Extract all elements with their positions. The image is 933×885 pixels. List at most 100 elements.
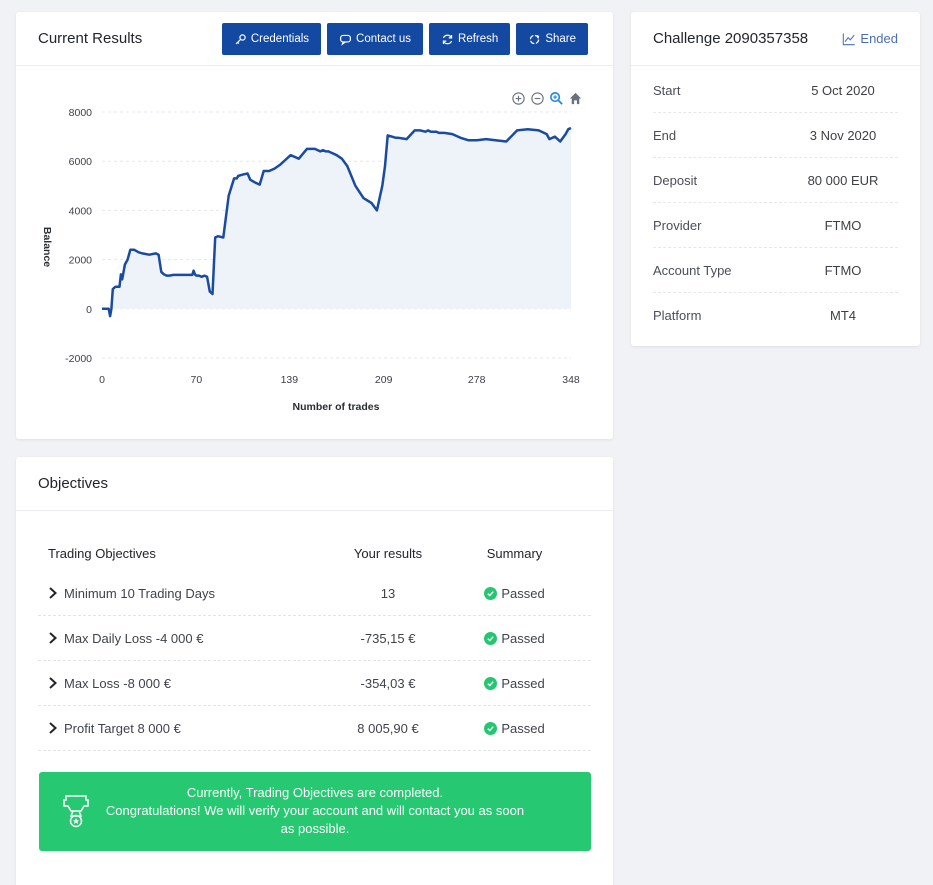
banner-line-3: as possible. <box>280 821 350 836</box>
chevron-right-icon[interactable] <box>48 587 58 599</box>
challenge-details: Start 5 Oct 2020 End 3 Nov 2020 Deposit 80 … <box>631 68 920 338</box>
objective-name: Max Daily Loss -4 000 € <box>64 630 204 646</box>
objectives-header: Objectives <box>16 457 613 511</box>
challenge-card: Challenge 2090357358 Ended Start 5 Oct 20… <box>631 12 920 346</box>
zoom-out-icon[interactable] <box>530 91 545 106</box>
status-label: Ended <box>860 31 898 46</box>
objective-name: Minimum 10 Trading Days <box>64 585 215 601</box>
x-tick-label: 139 <box>281 374 299 386</box>
trophy-icon <box>63 795 89 828</box>
x-tick-label: 70 <box>190 374 202 386</box>
objective-summary: Passed <box>501 675 545 691</box>
y-tick-label: 2000 <box>69 255 93 267</box>
table-row[interactable]: Max Daily Loss -4 000 € -735,15 € Passed <box>38 616 591 661</box>
x-axis-ticks: 0 70 139 209 278 348 <box>99 374 580 386</box>
detail-row-deposit: Deposit 80 000 EUR <box>653 158 898 203</box>
share-icon <box>530 34 540 44</box>
y-tick-label: 6000 <box>69 156 93 168</box>
objectives-card: Objectives Trading Objectives Your resul… <box>16 457 613 885</box>
table-row[interactable]: Profit Target 8 000 € 8 005,90 € Passed <box>38 706 591 751</box>
balance-line <box>102 126 572 318</box>
objective-result: 8 005,90 € <box>357 720 419 736</box>
chart-toolbar <box>511 91 583 106</box>
share-button[interactable]: Share <box>516 23 588 55</box>
objective-result: 13 <box>380 585 396 601</box>
balance-area <box>102 128 571 317</box>
detail-label: Account Type <box>653 262 732 278</box>
detail-row-start: Start 5 Oct 2020 <box>653 68 898 113</box>
x-tick-label: 348 <box>562 374 580 386</box>
credentials-button[interactable]: Credentials <box>221 23 322 55</box>
objective-summary: Passed <box>501 630 545 646</box>
table-row[interactable]: Minimum 10 Trading Days 13 Passed <box>38 571 591 616</box>
challenge-title: Challenge 2090357358 <box>653 30 809 47</box>
balance-chart: 8000 6000 4000 2000 0 -2000 0 70 139 209 278 348 B… <box>41 107 580 413</box>
key-icon <box>235 33 246 44</box>
header-objective: Trading Objectives <box>48 545 156 561</box>
detail-value: MT4 <box>830 308 856 323</box>
share-label: Share <box>545 33 576 45</box>
banner-line-1: Currently, Trading Objectives are comple… <box>186 785 444 800</box>
banner-line-2: Congratulations! We will verify your acc… <box>105 803 525 818</box>
objective-summary: Passed <box>501 585 545 601</box>
status-badge: Ended <box>842 31 898 46</box>
check-circle-icon <box>484 676 498 690</box>
refresh-label: Refresh <box>458 33 499 45</box>
chevron-right-icon[interactable] <box>48 632 58 644</box>
zoom-in-icon[interactable] <box>511 91 526 106</box>
x-tick-label: 278 <box>468 374 486 386</box>
detail-label: Start <box>653 82 681 98</box>
challenge-header: Challenge 2090357358 <box>631 12 920 66</box>
refresh-button[interactable]: Refresh <box>429 23 511 55</box>
detail-value: 3 Nov 2020 <box>809 127 877 143</box>
x-tick-label: 209 <box>375 374 393 386</box>
detail-label: Deposit <box>653 172 698 188</box>
objective-result: -354,03 € <box>360 675 416 691</box>
detail-value: 5 Oct 2020 <box>811 82 875 98</box>
detail-label: End <box>653 127 677 143</box>
objective-result: -735,15 € <box>360 630 416 646</box>
x-axis-label: Number of trades <box>293 401 380 413</box>
check-circle-icon <box>484 586 498 600</box>
objectives-table-header: Trading Objectives Your results Summary <box>38 535 591 571</box>
contact-us-button[interactable]: Contact us <box>327 23 424 55</box>
chevron-right-icon[interactable] <box>48 722 58 734</box>
credentials-label: Credentials <box>250 33 310 45</box>
objective-name: Profit Target 8 000 € <box>64 720 181 736</box>
current-results-card: Current Results Credentials Contact us R… <box>16 12 613 439</box>
chat-icon <box>340 34 352 46</box>
objectives-table: Trading Objectives Your results Summary … <box>38 535 591 751</box>
completion-banner: Currently, Trading Objectives are comple… <box>39 772 591 851</box>
detail-row-platform: Platform MT4 <box>653 293 898 338</box>
header-results: Your results <box>353 545 423 561</box>
x-tick-label: 0 <box>99 374 105 386</box>
objective-summary: Passed <box>501 720 545 736</box>
detail-label: Platform <box>653 308 702 323</box>
objectives-title: Objectives <box>38 475 109 492</box>
objective-name: Max Loss -8 000 € <box>64 675 171 691</box>
detail-row-account-type: Account Type FTMO <box>653 248 898 293</box>
header-summary: Summary <box>486 545 543 561</box>
current-results-title: Current Results <box>38 30 143 47</box>
y-tick-label: 0 <box>86 304 92 316</box>
refresh-icon <box>442 34 453 44</box>
detail-label: Provider <box>653 217 702 233</box>
detail-row-end: End 3 Nov 2020 <box>653 113 898 158</box>
detail-value: 80 000 EUR <box>807 172 879 188</box>
check-circle-icon <box>484 721 498 735</box>
current-results-header: Current Results <box>16 12 613 66</box>
y-tick-label: -2000 <box>65 353 92 365</box>
y-tick-label: 4000 <box>69 205 93 217</box>
detail-value: FTMO <box>824 262 862 278</box>
detail-value: FTMO <box>824 217 862 233</box>
table-row[interactable]: Max Loss -8 000 € -354,03 € Passed <box>38 661 591 706</box>
magnify-icon[interactable] <box>549 91 564 106</box>
y-axis-ticks: 8000 6000 4000 2000 0 -2000 <box>65 107 92 365</box>
results-toolbar: Credentials Contact us Refresh Share <box>221 23 588 55</box>
chart-line-icon <box>843 32 856 45</box>
detail-row-provider: Provider FTMO <box>653 203 898 248</box>
chevron-right-icon[interactable] <box>48 677 58 689</box>
home-icon[interactable] <box>568 91 583 106</box>
y-tick-label: 8000 <box>69 107 93 119</box>
contact-us-label: Contact us <box>356 33 412 45</box>
